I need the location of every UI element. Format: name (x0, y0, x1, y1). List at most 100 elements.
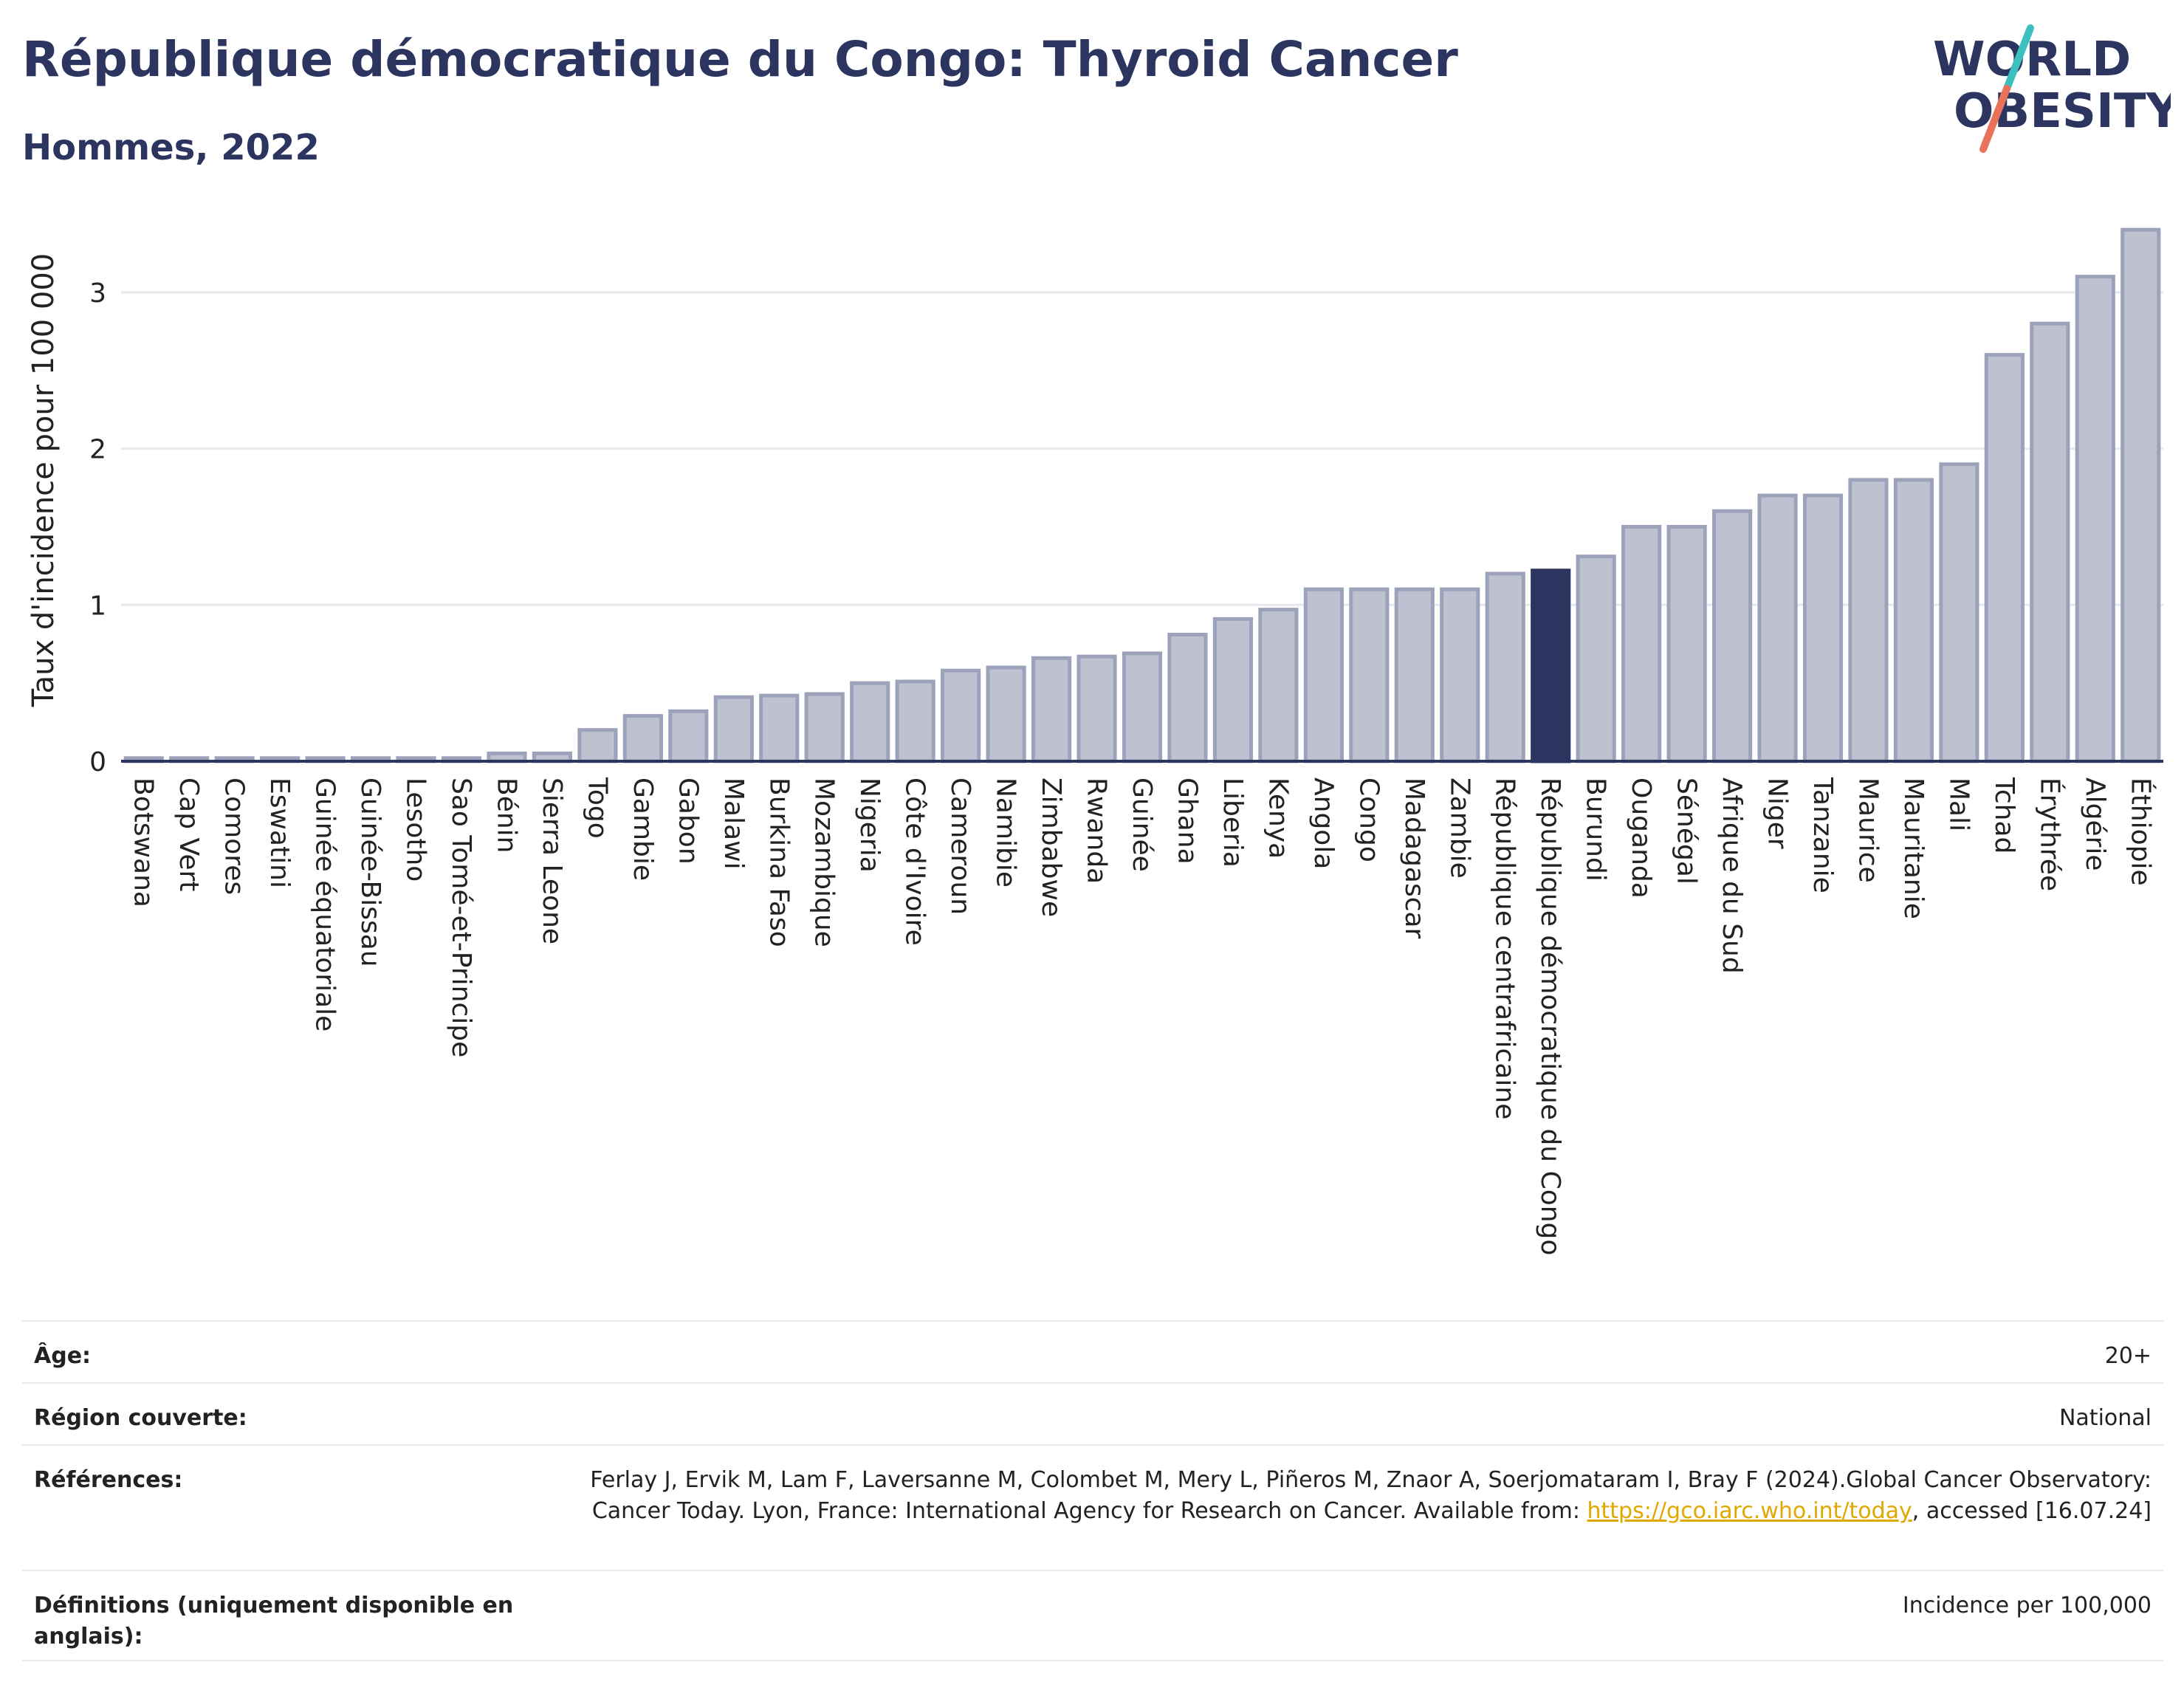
references-suffix: , accessed [16.07.24] (1912, 1498, 2152, 1524)
metadata-table: Âge: 20+ Région couverte: National Référ… (22, 1320, 2163, 1661)
x-tick-label: République démocratique du Congo (1535, 777, 1565, 1255)
logo-text-world: WORLD (1933, 32, 2131, 87)
x-tick-label: Côte d'Ivoire (900, 777, 930, 946)
bar (1303, 587, 1344, 763)
x-tick-label: Comores (219, 777, 250, 895)
x-tick-label: Lesotho (401, 777, 431, 882)
bar (622, 714, 663, 763)
x-tick-label: Tchad (1989, 777, 2019, 854)
x-tick-label: Érythrée (2034, 777, 2065, 891)
x-tick-label: Niger (1762, 777, 1793, 849)
bar (1031, 656, 1072, 763)
bar-highlight (1531, 569, 1571, 763)
x-tick-label: Guinée-Bissau (355, 777, 385, 967)
bar (1485, 571, 1525, 763)
bar (1757, 493, 1798, 763)
bar (1576, 555, 1616, 763)
bar-layer (123, 227, 2161, 763)
y-tick-label: 1 (89, 591, 106, 621)
references-value: Ferlay J, Ervik M, Lam F, Laversanne M, … (564, 1465, 2152, 1527)
x-tick-label: Zambie (1444, 777, 1474, 879)
x-tick-label: Ghana (1172, 777, 1202, 865)
bar-chart: 0 1 2 3 Botswana Cap Vert Comores Eswatini Guin… (27, 227, 2163, 1255)
bar (1076, 654, 1117, 763)
y-tick-label: 3 (89, 278, 106, 309)
x-tick-label: Nigeria (854, 777, 885, 873)
logo-slash-bottom (1979, 85, 2010, 153)
bar (850, 681, 890, 763)
x-tick-label: Gabon (673, 777, 703, 865)
x-tick-label: Zimbabwe (1036, 777, 1066, 917)
x-tick-label: Cap Vert (174, 777, 204, 891)
x-tick-label: Algérie (2080, 777, 2110, 871)
x-tick-label: Namibie (991, 777, 1021, 888)
axis-layer: 0 1 2 3 (89, 278, 2163, 777)
x-tick-label: Angola (1308, 777, 1339, 869)
bar (713, 695, 754, 763)
x-tick-label: Gambie (628, 777, 658, 881)
bar (1893, 478, 1934, 763)
bar (2121, 227, 2161, 763)
bar (1212, 617, 1254, 763)
label-layer: Botswana Cap Vert Comores Eswatini Guinée éq… (128, 777, 2157, 1255)
y-tick-label: 0 (89, 747, 106, 777)
x-tick-label: Liberia (1218, 777, 1248, 868)
bar (1666, 524, 1707, 763)
bar (986, 665, 1026, 763)
bar (941, 668, 981, 763)
y-tick-label: 2 (89, 435, 106, 465)
bar (2075, 275, 2115, 763)
x-tick-label: Bénin (491, 777, 521, 853)
x-tick-label: Mali (1943, 777, 1974, 831)
x-tick-label: Tanzanie (1807, 777, 1838, 893)
references-text: Ferlay J, Ervik M, Lam F, Laversanne M, … (590, 1467, 2152, 1524)
bar (804, 692, 845, 763)
bar (1802, 493, 1844, 763)
x-tick-label: Sénégal (1672, 777, 1702, 885)
age-label: Âge: (34, 1343, 92, 1369)
bar (668, 709, 709, 763)
bar (1349, 587, 1390, 763)
logo-slash-top (2003, 24, 2034, 92)
x-tick-label: Mozambique (809, 777, 839, 947)
x-tick-label: Maurice (1852, 777, 1883, 883)
x-tick-label: Madagascar (1399, 777, 1429, 939)
x-tick-label: Afrique du Sud (1717, 777, 1747, 974)
bar (1621, 524, 1662, 763)
bar (895, 679, 935, 763)
region-value: National (2058, 1405, 2152, 1431)
x-tick-label: Botswana (128, 777, 159, 907)
page-subtitle: Hommes, 2022 (22, 127, 320, 168)
x-tick-label: Guinée (1127, 777, 1157, 872)
bar (759, 693, 800, 763)
bar (1848, 478, 1889, 763)
bar (1122, 651, 1163, 763)
meta-row-region: Région couverte: National (22, 1382, 2163, 1444)
meta-row-references: Références: Ferlay J, Ervik M, Lam F, La… (22, 1444, 2163, 1570)
x-tick-label: Togo (582, 777, 612, 839)
x-tick-label: Sierra Leone (537, 777, 567, 944)
x-tick-label: Burkina Faso (763, 777, 794, 947)
x-tick-label: Malawi (718, 777, 749, 870)
age-value: 20+ (2104, 1343, 2152, 1369)
meta-row-age: Âge: 20+ (22, 1320, 2163, 1382)
y-axis-label: Taux d'incidence pour 100 000 (27, 253, 61, 707)
x-tick-label: République centrafricaine (1490, 777, 1520, 1119)
bar (1984, 353, 2025, 763)
x-tick-label: Eswatini (264, 777, 295, 888)
bar (1711, 509, 1753, 763)
x-tick-label: Mauritanie (1898, 777, 1929, 919)
bar (577, 728, 618, 763)
bar (1939, 462, 1979, 763)
page-title: République démocratique du Congo: Thyroi… (22, 31, 1458, 88)
x-tick-label: Guinée équatoriale (310, 777, 340, 1031)
bar (1440, 587, 1480, 763)
definitions-value: Incidence per 100,000 (1902, 1593, 2152, 1618)
region-label: Région couverte: (34, 1405, 247, 1431)
bar (1258, 608, 1299, 763)
definitions-label: Définitions (uniquement disponible en an… (34, 1593, 514, 1649)
meta-row-definitions: Définitions (uniquement disponible en an… (22, 1570, 2163, 1661)
references-link[interactable]: https://gco.iarc.who.int/today (1587, 1498, 1912, 1524)
x-tick-label: Éthiopie (2125, 777, 2156, 886)
x-tick-label: Rwanda (1082, 777, 1112, 884)
